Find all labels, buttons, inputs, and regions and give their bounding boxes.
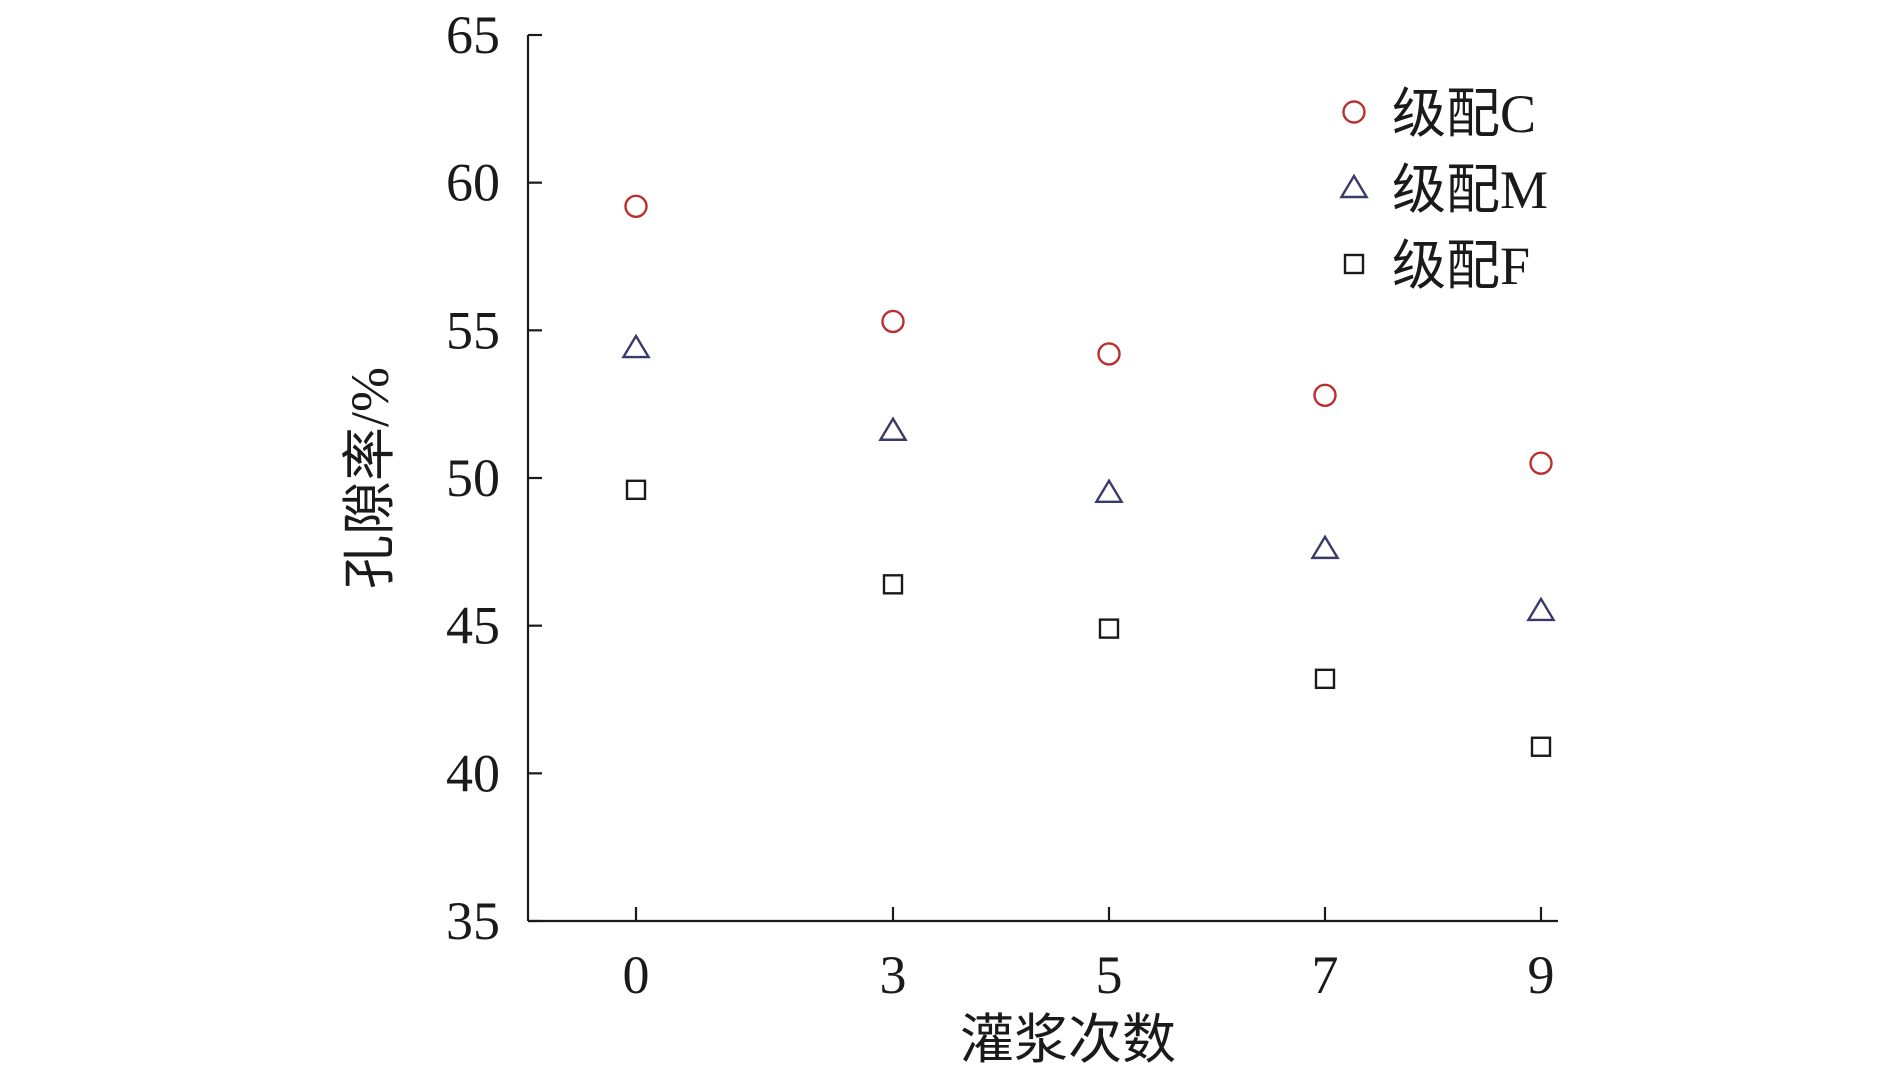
x-tick-label-5: 5: [1096, 945, 1123, 1005]
y-tick-label-40: 40: [446, 743, 500, 803]
x-tick-label-7: 7: [1312, 945, 1339, 1005]
series-square: [625, 479, 1552, 757]
point-triangle-x0: [621, 333, 651, 359]
point-square-x0: [625, 479, 647, 501]
legend-label-square: 级配F: [1392, 236, 1530, 296]
y-axis-ticks: 35 40 45 50 55 60 65: [446, 5, 542, 951]
legend-label-triangle: 级配M: [1392, 160, 1548, 220]
legend-marker-triangle: [1339, 173, 1369, 199]
legend: 级配C 级配M 级配F: [1339, 84, 1548, 296]
y-tick-label-65: 65: [446, 5, 500, 65]
series-triangle: [621, 333, 1556, 622]
y-tick-label-60: 60: [446, 153, 500, 213]
point-square-x9: [1530, 736, 1552, 757]
y-tick-label-45: 45: [446, 596, 500, 656]
x-tick-label-9: 9: [1528, 945, 1555, 1005]
point-triangle-x5: [1094, 478, 1124, 503]
point-circle-x7: [1313, 383, 1337, 408]
point-circle-x9: [1529, 451, 1553, 475]
legend-marker-square: [1343, 253, 1365, 275]
point-circle-x5: [1097, 342, 1121, 366]
point-circle-x0: [624, 194, 648, 218]
y-axis-title: 孔隙率/%: [340, 367, 400, 589]
point-triangle-x7: [1310, 534, 1340, 560]
x-axis-ticks: 0 3 5 7 9: [623, 907, 1555, 1005]
point-triangle-x9: [1526, 596, 1556, 622]
point-square-x5: [1098, 618, 1120, 639]
point-triangle-x3: [878, 416, 908, 441]
point-square-x7: [1314, 668, 1336, 690]
point-circle-x3: [881, 309, 905, 334]
legend-marker-circle: [1342, 100, 1366, 124]
x-axis-title: 灌浆次数: [960, 1010, 1176, 1070]
y-tick-label-55: 55: [446, 300, 500, 360]
x-tick-label-0: 0: [623, 945, 650, 1005]
x-tick-label-3: 3: [880, 945, 907, 1005]
y-tick-label-35: 35: [446, 891, 500, 951]
series-circle: [624, 194, 1553, 475]
data-points: [621, 194, 1556, 757]
y-tick-label-50: 50: [446, 448, 500, 508]
point-square-x3: [882, 574, 904, 595]
legend-label-circle: 级配C: [1392, 84, 1536, 144]
